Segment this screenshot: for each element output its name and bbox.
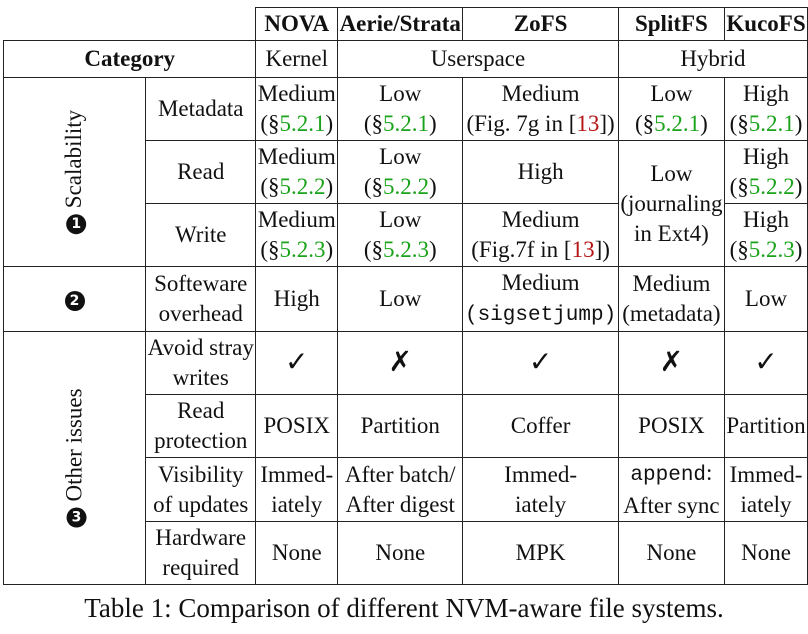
row-label-read-protection: Read protection xyxy=(145,394,257,458)
row-label-visibility: Visibility of updates xyxy=(145,457,257,522)
col-header-kucofs: KucoFS xyxy=(724,7,808,41)
cell-stray-kucofs: ✓ xyxy=(724,331,808,395)
cell-write-aerie: Low (§5.2.3) xyxy=(337,203,464,267)
corner-cell xyxy=(3,7,257,41)
cell-visibility-zofs: Immed-iately xyxy=(462,457,619,522)
cell-overhead-kucofs: Low xyxy=(724,266,808,332)
cell-read-kucofs: High (§5.2.2) xyxy=(724,140,808,204)
section-ref-link: 5.2.1 xyxy=(748,111,795,136)
col-header-aerie-strata: Aerie/Strata xyxy=(337,7,464,41)
table-caption: Table 1: Comparison of different NVM-awa… xyxy=(84,593,724,623)
section-ref-link: 5.2.2 xyxy=(382,174,429,199)
section-ref-link: 5.2.3 xyxy=(382,237,429,262)
cell-metadata-zofs: Medium (Fig. 7g in [13]) xyxy=(462,77,619,141)
row-label-stray-writes: Avoid stray writes xyxy=(145,331,257,395)
cell-overhead-nova: High xyxy=(255,266,339,332)
cell-stray-nova: ✓ xyxy=(255,331,339,395)
cell-hardware-splitfs: None xyxy=(617,521,726,585)
cell-hardware-nova: None xyxy=(255,521,339,585)
number-2-icon: 2 xyxy=(64,290,85,311)
check-icon: ✓ xyxy=(754,345,778,378)
row-label-hardware: Hardware required xyxy=(145,521,257,585)
cell-metadata-aerie: Low (§5.2.1) xyxy=(337,77,464,141)
group-label-other-issues: 3Other issues xyxy=(2,331,147,585)
check-icon: ✓ xyxy=(285,345,309,378)
cell-stray-splitfs: ✗ xyxy=(617,331,726,395)
cell-readprot-nova: POSIX xyxy=(255,394,339,458)
cell-overhead-zofs: Medium (sigsetjump) xyxy=(462,266,619,332)
category-userspace: Userspace xyxy=(337,40,619,78)
section-ref-link: 5.2.3 xyxy=(279,237,326,262)
citation-ref-link: 13 xyxy=(576,111,600,136)
number-3-icon: 3 xyxy=(66,507,87,528)
number-1-icon: 1 xyxy=(66,214,87,235)
group-label-scalability: 1Scalability xyxy=(2,77,147,267)
section-ref-link: 5.2.3 xyxy=(748,237,795,262)
cell-overhead-aerie: Low xyxy=(337,266,464,332)
cell-visibility-splitfs: append: After sync xyxy=(617,457,726,522)
section-ref-link: 5.2.1 xyxy=(654,111,701,136)
cell-read-zofs: High xyxy=(462,140,619,204)
cell-hardware-kucofs: None xyxy=(724,521,808,585)
cell-metadata-kucofs: High (§5.2.1) xyxy=(724,77,808,141)
comparison-table: NOVA Aerie/Strata ZoFS SplitFS KucoFS Ca… xyxy=(2,7,808,585)
cross-icon: ✗ xyxy=(388,345,412,378)
section-ref-link: 5.2.1 xyxy=(382,111,429,136)
check-icon: ✓ xyxy=(528,345,553,378)
cell-metadata-splitfs: Low (§5.2.1) xyxy=(617,77,726,141)
section-ref-link: 5.2.2 xyxy=(279,174,326,199)
cell-readprot-splitfs: POSIX xyxy=(617,394,726,458)
cell-hardware-zofs: MPK xyxy=(462,521,619,585)
col-header-splitfs: SplitFS xyxy=(617,7,726,41)
col-header-zofs: ZoFS xyxy=(462,7,619,41)
cell-write-kucofs: High (§5.2.3) xyxy=(724,203,808,267)
cell-overhead-splitfs: Medium (metadata) xyxy=(617,266,726,332)
group-label-overhead: 2 xyxy=(2,266,147,332)
cell-write-zofs: Medium (Fig.7f in [13]) xyxy=(462,203,619,267)
cell-visibility-kucofs: Immed-iately xyxy=(724,457,808,522)
section-ref-link: 5.2.2 xyxy=(748,174,795,199)
row-label-write: Write xyxy=(145,203,257,267)
cell-visibility-aerie: After batch/After digest xyxy=(337,457,464,522)
category-hybrid: Hybrid xyxy=(617,40,808,78)
cell-readprot-zofs: Coffer xyxy=(462,394,619,458)
section-ref-link: 5.2.1 xyxy=(279,111,326,136)
cell-read-nova: Medium (§5.2.2) xyxy=(255,140,339,204)
cell-readwrite-splitfs: Low (journaling in Ext4) xyxy=(617,140,726,267)
row-label-read: Read xyxy=(145,140,257,204)
cell-read-aerie: Low (§5.2.2) xyxy=(337,140,464,204)
row-label-metadata: Metadata xyxy=(145,77,257,141)
category-label: Category xyxy=(2,40,257,78)
cell-metadata-nova: Medium (§5.2.1) xyxy=(255,77,339,141)
cell-readprot-aerie: Partition xyxy=(337,394,464,458)
row-label-overhead: Softeware overhead xyxy=(145,266,257,332)
cell-write-nova: Medium (§5.2.3) xyxy=(255,203,339,267)
cell-readprot-kucofs: Partition xyxy=(724,394,808,458)
cell-hardware-aerie: None xyxy=(337,521,464,585)
col-header-nova: NOVA xyxy=(255,7,339,41)
citation-ref-link: 13 xyxy=(571,237,595,262)
cross-icon: ✗ xyxy=(659,345,684,378)
cell-stray-zofs: ✓ xyxy=(462,331,619,395)
cell-stray-aerie: ✗ xyxy=(337,331,464,395)
cell-visibility-nova: Immed-iately xyxy=(255,457,339,522)
category-kernel: Kernel xyxy=(255,40,339,78)
